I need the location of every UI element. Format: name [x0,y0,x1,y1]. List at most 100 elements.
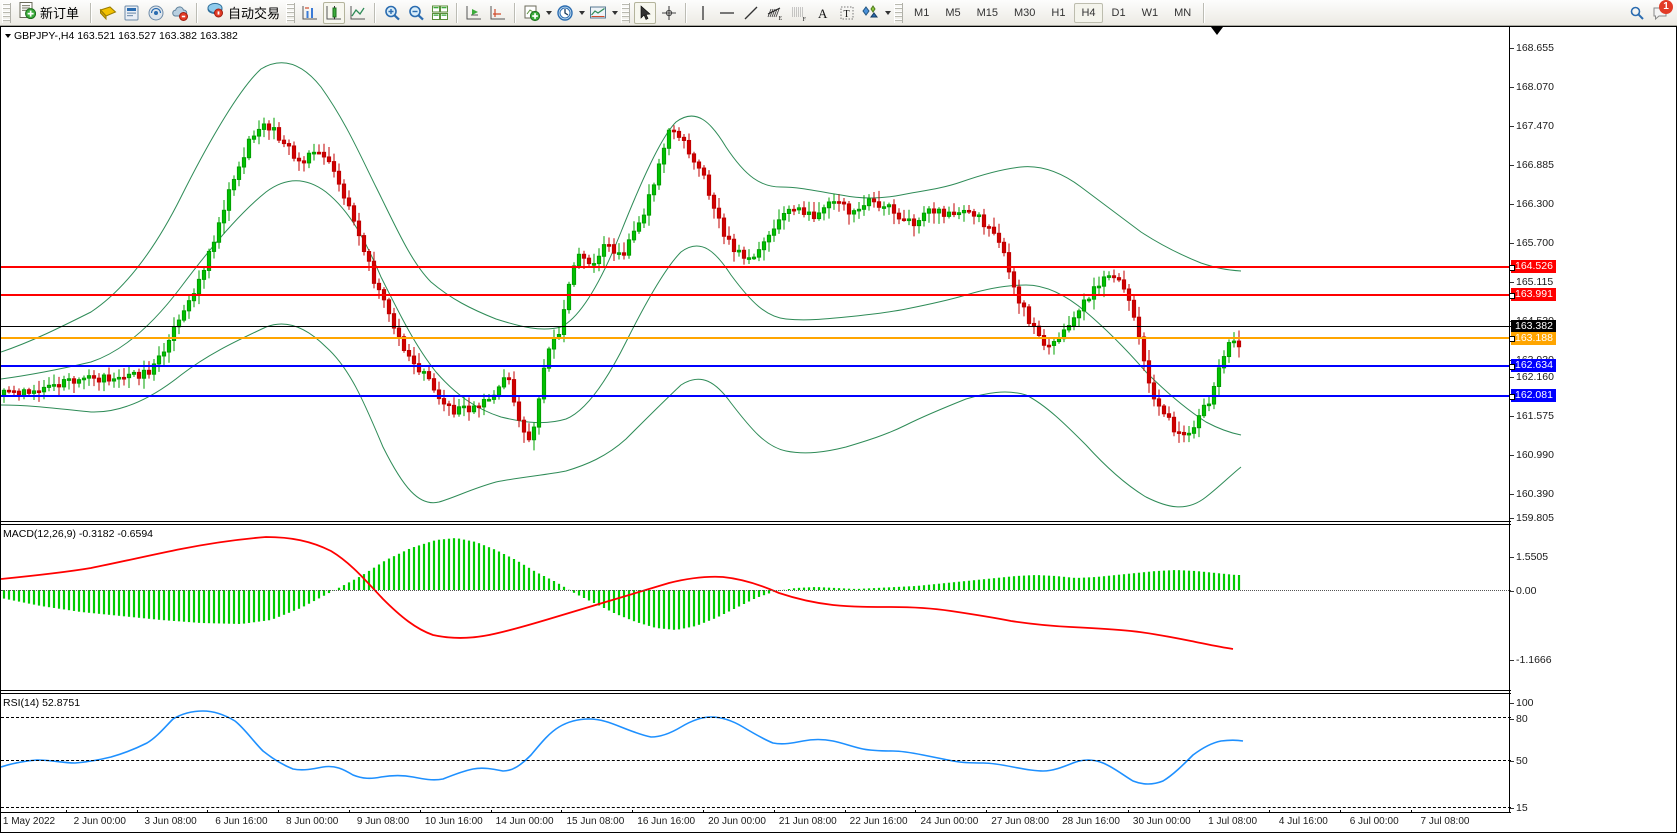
price-label-resistance-2[interactable]: 163.991 [1511,288,1556,301]
auto-trading-button[interactable]: 自动交易 [202,2,284,24]
toolbar-grip[interactable] [621,2,631,23]
crosshair-icon[interactable] [658,2,680,24]
trendline-icon[interactable] [740,2,762,24]
price-line-handle[interactable] [1509,265,1515,271]
data-window-icon[interactable] [463,2,485,24]
shapes-icon[interactable] [860,2,882,24]
time-tick-separator [65,810,67,813]
macd-level: 0.00 [1509,585,1537,597]
price-label-pending-order[interactable]: 163.188 [1511,332,1556,345]
toolbar-grip[interactable] [286,2,296,23]
timeframe-d1[interactable]: D1 [1111,6,1126,19]
signals-icon[interactable] [145,2,167,24]
main-toolbar: 新订单 [0,0,1677,26]
price-tick: 165.700 [1510,237,1554,249]
elliott-wave-icon[interactable]: E [764,2,786,24]
chart-bar-icon[interactable] [323,1,346,24]
price-line-resistance-2[interactable] [1,293,1515,299]
time-tick-separator [773,810,775,813]
time-tick-separator [490,810,492,813]
price-tick: 160.990 [1510,449,1554,461]
price-tick: 166.885 [1510,159,1554,171]
time-tick: 27 Jun 08:00 [991,816,1050,827]
timeframe-h1[interactable]: H1 [1051,6,1066,19]
time-tick-separator [1411,810,1412,813]
price-line-pending-order[interactable] [1,336,1515,342]
macd-pane-separator-top [1,521,1511,522]
time-tick: 7 Jul 08:00 [1420,816,1470,827]
cloud-red-icon[interactable] [169,2,191,24]
price-axis[interactable]: 168.655 168.070 167.470 166.885 166.300 … [1509,27,1676,832]
timeframe-m15[interactable]: M15 [976,6,998,19]
time-tick: 24 Jun 00:00 [920,816,979,827]
svg-text:E: E [779,16,783,22]
add-chart-icon[interactable] [521,2,543,24]
templates-icon[interactable] [587,2,609,24]
profile-blue-icon[interactable] [121,2,143,24]
shapes-dropdown-icon[interactable] [883,2,892,24]
timeframe-mn[interactable]: MN [1174,6,1192,19]
rsi-level: 100 [1510,697,1534,709]
price-line-resistance-1[interactable] [1,265,1515,271]
price-tick: 165.115 [1509,276,1554,288]
timeframe-m5[interactable]: M5 [945,6,961,19]
collapse-arrow-icon[interactable] [5,34,11,39]
new-order-button[interactable]: 新订单 [14,1,86,25]
toolbar-grip[interactable] [2,2,11,23]
chat-bubble-icon[interactable]: 1 [1649,0,1673,24]
fibonacci-icon[interactable]: F [788,2,810,24]
period-dropdown-icon[interactable] [577,2,586,24]
zoom-out-icon[interactable] [405,2,427,24]
time-tick-separator [419,810,421,813]
toolbar-separator [685,2,688,23]
time-tick: 20 Jun 00:00 [708,816,766,827]
folder-yellow-icon[interactable] [97,2,119,24]
time-tick-separator [1127,810,1129,813]
chart-line-icon[interactable] [347,2,369,24]
price-line-handle[interactable] [1509,336,1515,342]
timeframe-m30[interactable]: M30 [1014,6,1036,19]
rsi-pane-separator [1,693,1511,694]
horizontal-line-icon[interactable] [716,2,738,24]
price-line-handle[interactable] [1509,394,1515,400]
tile-windows-icon[interactable] [429,2,451,24]
zoom-in-icon[interactable] [381,2,403,24]
chart-plot [1,62,1244,785]
search-icon[interactable] [1626,2,1648,24]
toolbar-separator [456,2,459,23]
add-chart-dropdown-icon[interactable] [544,2,553,24]
time-tick-separator [207,810,209,813]
price-label-resistance-1[interactable]: 164.526 [1511,260,1556,273]
price-line-support-2[interactable] [1,394,1515,400]
price-label-support-1[interactable]: 162.634 [1511,359,1556,372]
price-line-handle[interactable] [1509,293,1515,299]
price-line-support-1[interactable] [1,364,1515,370]
rsi-level: 15 [1510,802,1528,814]
rsi-level-80 [1,717,1511,718]
rsi-level: 80 [1510,713,1528,725]
chart-window[interactable]: GBPJPY-,H4 163.521 163.527 163.382 163.3… [0,26,1677,833]
cursor-icon[interactable] [634,1,657,24]
time-tick: 21 Jun 08:00 [778,816,837,827]
timeframe-m1[interactable]: M1 [914,6,930,19]
toolbar-grip[interactable] [894,2,904,23]
price-line-handle[interactable] [1509,364,1515,370]
navigator-icon[interactable] [487,2,509,24]
price-label-support-2[interactable]: 162.081 [1511,389,1556,402]
svg-text:F: F [803,17,807,23]
timeframe-w1[interactable]: W1 [1141,6,1159,19]
time-tick-separator [278,810,280,813]
period-clock-icon[interactable] [554,2,576,24]
vertical-line-icon[interactable] [692,2,714,24]
text-box-icon[interactable]: T [836,2,858,24]
time-tick-separator [703,810,704,813]
time-tick: 16 Jun 16:00 [637,816,696,827]
time-tick-separator [1340,810,1342,813]
indicator-icon[interactable] [299,2,321,24]
time-tick-separator [915,810,917,813]
macd-level: 1.5505 [1509,551,1549,563]
time-axis[interactable]: 1 May 2022 2 Jun 00:00 3 Jun 08:00 6 Jun 16… [1,810,1511,832]
templates-dropdown-icon[interactable] [610,2,619,24]
text-label-icon[interactable]: A [812,2,834,24]
timeframe-h4[interactable]: H4 [1074,2,1103,23]
